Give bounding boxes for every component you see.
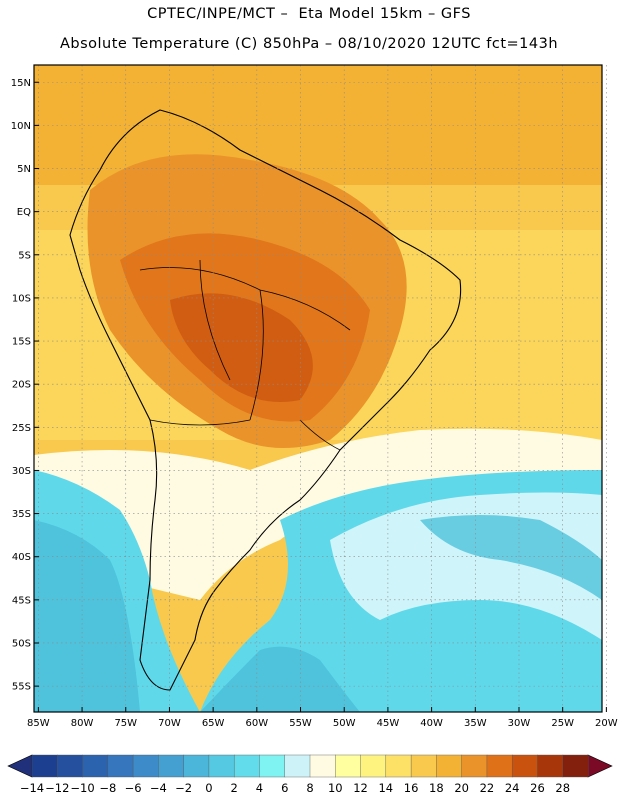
lat-tick-label: 15S (12, 337, 31, 348)
lon-tick-label: 55W (289, 718, 312, 729)
colorbar-label: −14 (20, 781, 44, 795)
colorbar-swatch (385, 754, 412, 778)
colorbar-swatch (208, 754, 235, 778)
latitude-labels: 15N 10N 5N EQ 5S 10S 15S 20S 25S 30S 35S 40S 45S 50S 5… (11, 78, 31, 693)
colorbar-swatch (233, 754, 260, 778)
colorbar-label: 24 (505, 781, 520, 795)
lon-tick-label: 20W (595, 718, 618, 729)
colorbar-swatch (132, 754, 159, 778)
lat-tick-label: 45S (12, 595, 31, 606)
colorbar-swatch (335, 754, 362, 778)
lon-tick-label: 45W (377, 718, 400, 729)
colorbar-swatch (410, 754, 437, 778)
axis-ticks (34, 81, 607, 712)
colorbar-label: −2 (175, 781, 192, 795)
lon-tick-label: 50W (333, 718, 356, 729)
lat-tick-label: 30S (12, 466, 31, 477)
colorbar-swatch (562, 754, 589, 778)
lon-tick-label: 25W (551, 718, 574, 729)
colorbar-swatch (537, 754, 564, 778)
colorbar-swatch (511, 754, 538, 778)
colorbar-high-arrow (587, 754, 613, 778)
colorbar-label: −8 (99, 781, 116, 795)
lon-tick-label: 60W (246, 718, 269, 729)
longitude-labels: 85W 80W 75W 70W 65W 60W 55W 50W 45W 40W 35W 30W 25W 2… (27, 718, 618, 729)
map-frame (33, 64, 603, 713)
colorbar-label: 22 (480, 781, 495, 795)
colorbar-swatch (259, 754, 286, 778)
colorbar: −14 −12 −10 −8 −6 −4 −2 0 2 4 6 8 10 12 14 16 18 20 22 24 26… (7, 754, 613, 795)
colorbar-label: 16 (404, 781, 419, 795)
colorbar-label: −10 (70, 781, 94, 795)
lat-tick-label: 40S (12, 552, 31, 563)
lat-tick-label: 50S (12, 638, 31, 649)
lat-tick-label: 10N (11, 121, 31, 132)
colorbar-label: 8 (306, 781, 313, 795)
lon-tick-label: 80W (71, 718, 94, 729)
colorbar-label: 20 (454, 781, 469, 795)
lon-tick-label: 65W (202, 718, 225, 729)
lat-tick-label: 5N (17, 164, 31, 175)
colorbar-label: 10 (328, 781, 343, 795)
lon-tick-label: 85W (27, 718, 50, 729)
colorbar-swatch (57, 754, 84, 778)
colorbar-swatch (158, 754, 185, 778)
colorbar-swatch (183, 754, 210, 778)
lat-lon-grid (34, 65, 607, 712)
lat-tick-label: 5S (18, 250, 31, 261)
colorbar-label: −4 (150, 781, 167, 795)
lat-tick-label: 10S (12, 293, 31, 304)
colorbar-swatch (486, 754, 513, 778)
lat-tick-label: 15N (11, 78, 31, 89)
lat-tick-label: 55S (12, 682, 31, 693)
colorbar-label: 4 (256, 781, 263, 795)
lat-tick-label: EQ (17, 207, 31, 218)
lon-tick-label: 75W (114, 718, 137, 729)
colorbar-label: 28 (555, 781, 570, 795)
colorbar-label: 2 (231, 781, 238, 795)
temperature-field (34, 65, 602, 712)
lon-tick-label: 40W (420, 718, 443, 729)
colorbar-label: 6 (281, 781, 288, 795)
colorbar-label: −12 (45, 781, 69, 795)
colorbar-swatch (360, 754, 387, 778)
lon-tick-label: 30W (508, 718, 531, 729)
colorbar-swatch (461, 754, 488, 778)
colorbar-swatch (107, 754, 134, 778)
colorbar-swatch (82, 754, 109, 778)
lat-tick-label: 25S (12, 423, 31, 434)
colorbar-swatch (284, 754, 311, 778)
colorbar-swatch (31, 754, 58, 778)
colorbar-label: 14 (378, 781, 393, 795)
lat-tick-label: 20S (12, 380, 31, 391)
colorbar-label: 12 (353, 781, 368, 795)
colorbar-label: 18 (429, 781, 444, 795)
colorbar-label: −6 (125, 781, 142, 795)
colorbar-label: 26 (530, 781, 545, 795)
lat-tick-label: 35S (12, 509, 31, 520)
colorbar-swatch (436, 754, 463, 778)
map-title-line2: Absolute Temperature (C) 850hPa – 08/10/… (59, 36, 559, 52)
lon-tick-label: 70W (158, 718, 181, 729)
map-title-line1: CPTEC/INPE/MCT – Eta Model 15km – GFS (147, 6, 471, 22)
lon-tick-label: 35W (464, 718, 487, 729)
colorbar-swatch (309, 754, 336, 778)
colorbar-label: 0 (205, 781, 212, 795)
colorbar-low-arrow (7, 754, 33, 778)
